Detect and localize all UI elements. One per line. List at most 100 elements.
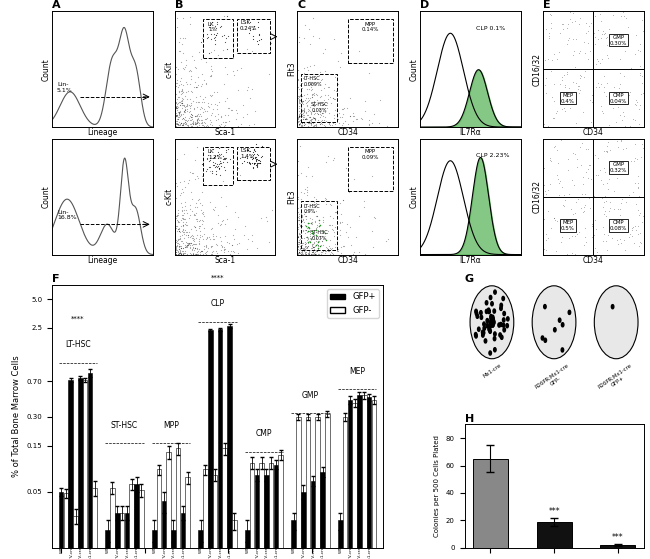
Point [632, 205, 643, 214]
Point [308, 122, 318, 131]
Point [180, 242, 190, 251]
Point [203, 121, 213, 130]
Point [270, 248, 281, 257]
Point [222, 69, 232, 78]
Point [170, 107, 180, 116]
Point [292, 117, 303, 126]
Point [207, 157, 218, 166]
Text: mTmG;MMTV-cre: mTmG;MMTV-cre [348, 546, 352, 559]
X-axis label: CD34: CD34 [337, 256, 358, 265]
Point [176, 234, 186, 243]
Point [557, 73, 567, 82]
Point [330, 120, 341, 129]
Circle shape [489, 324, 491, 328]
Bar [269, 462, 274, 559]
Point [184, 228, 194, 236]
Point [326, 248, 336, 257]
X-axis label: Sca-1: Sca-1 [214, 129, 235, 138]
Point [240, 153, 250, 162]
Point [225, 250, 235, 259]
Point [293, 120, 304, 129]
Point [574, 89, 584, 98]
Point [607, 234, 618, 243]
Point [173, 217, 183, 226]
Point [599, 229, 609, 238]
Point [630, 100, 640, 109]
Point [328, 94, 339, 103]
Point [307, 239, 318, 248]
Circle shape [500, 303, 502, 307]
Point [381, 236, 391, 245]
Point [309, 217, 320, 226]
Point [209, 235, 219, 244]
Point [174, 241, 185, 250]
Point [299, 34, 309, 43]
Point [180, 112, 190, 121]
Point [569, 225, 579, 234]
Point [224, 154, 235, 163]
Point [248, 160, 259, 169]
Point [608, 10, 619, 19]
X-axis label: Lineage: Lineage [87, 129, 118, 138]
Point [203, 162, 214, 171]
Point [317, 217, 328, 226]
Point [172, 227, 182, 236]
Circle shape [502, 296, 504, 301]
Point [294, 91, 305, 100]
Point [185, 65, 196, 74]
Point [298, 226, 308, 235]
Point [171, 235, 181, 244]
Point [174, 226, 185, 235]
Point [306, 116, 316, 125]
Point [630, 221, 640, 230]
Point [224, 117, 235, 126]
Point [181, 242, 192, 251]
Point [632, 98, 643, 107]
Point [298, 74, 308, 83]
Point [612, 38, 623, 47]
Point [174, 111, 184, 120]
Bar [320, 472, 325, 559]
Point [245, 159, 255, 168]
Point [192, 115, 203, 124]
Point [335, 210, 346, 219]
Point [292, 233, 303, 241]
Point [597, 194, 607, 203]
Point [247, 231, 257, 240]
Point [183, 115, 194, 124]
Point [179, 122, 189, 131]
Point [323, 247, 333, 255]
Point [578, 208, 588, 217]
Point [220, 118, 230, 127]
Point [299, 234, 309, 243]
Point [314, 236, 324, 245]
Bar [83, 380, 88, 559]
Point [316, 234, 326, 243]
Point [569, 46, 579, 55]
Point [222, 104, 233, 113]
Point [170, 181, 181, 190]
Point [293, 193, 304, 202]
Point [197, 159, 207, 168]
Point [621, 14, 631, 23]
Point [306, 93, 317, 102]
Bar [203, 147, 233, 185]
Point [194, 250, 205, 259]
Point [201, 243, 211, 252]
Point [189, 112, 200, 121]
Point [621, 35, 631, 44]
Point [562, 165, 573, 174]
Point [174, 97, 185, 106]
Point [303, 239, 313, 248]
Point [298, 238, 309, 247]
Point [296, 250, 306, 259]
Point [302, 182, 313, 191]
Point [248, 162, 258, 171]
Point [594, 83, 604, 92]
Point [294, 245, 305, 254]
Point [174, 108, 184, 117]
Point [589, 191, 599, 200]
Point [176, 243, 187, 252]
Point [604, 174, 614, 183]
Bar [105, 530, 110, 559]
